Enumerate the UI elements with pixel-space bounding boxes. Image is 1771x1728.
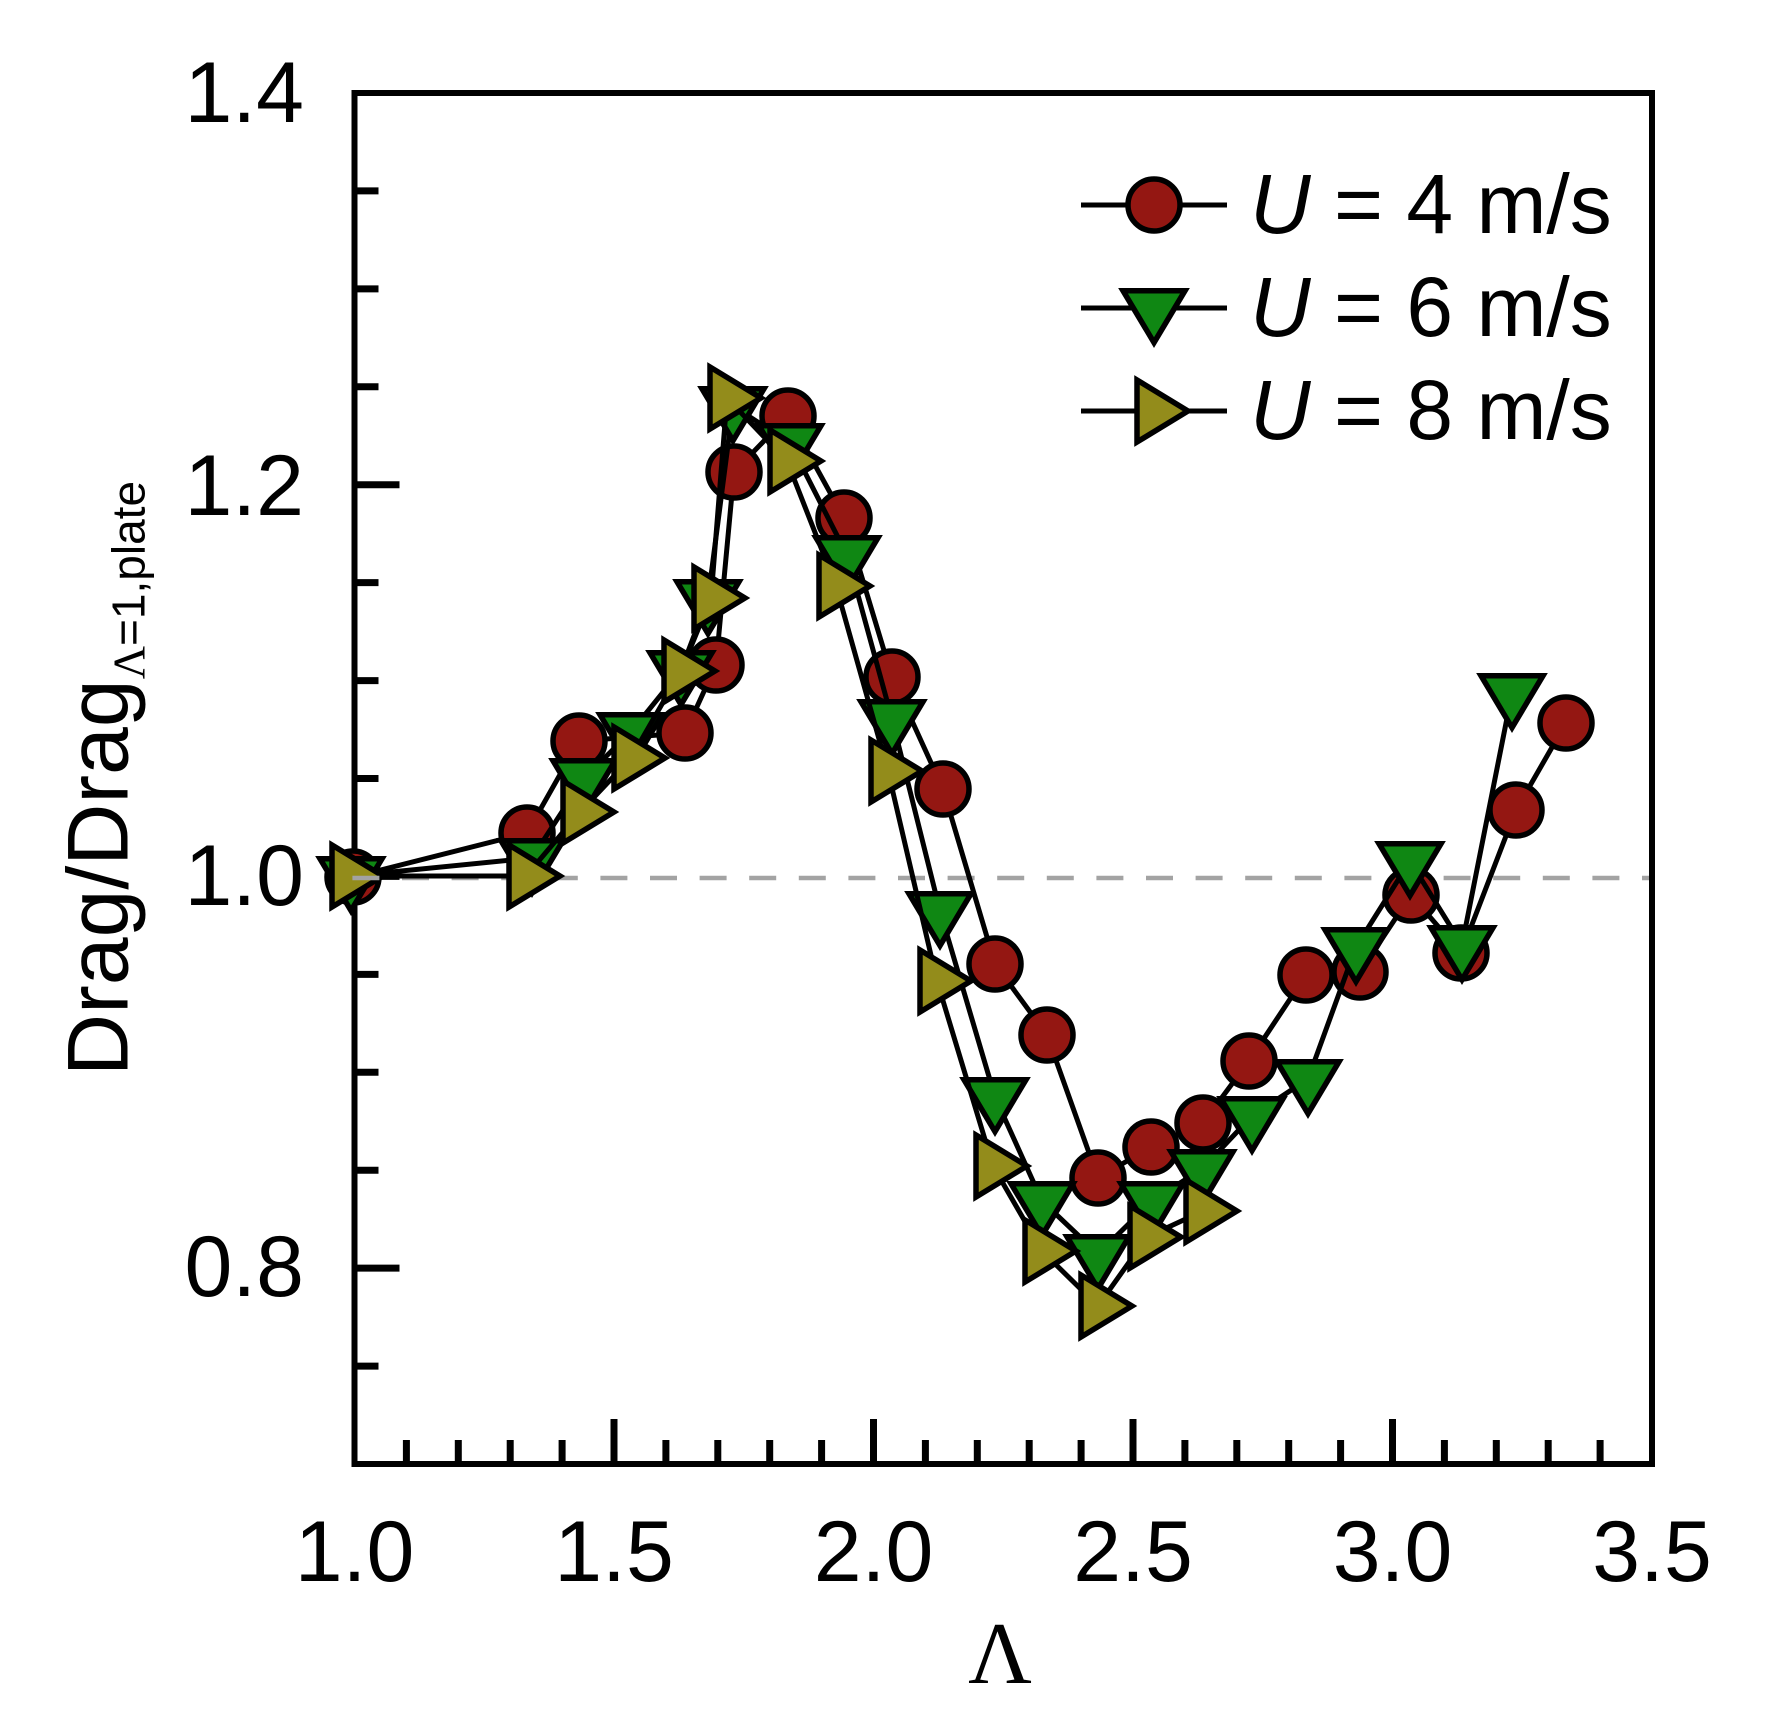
svg-text:1.5: 1.5 xyxy=(554,1504,674,1600)
svg-text:2.0: 2.0 xyxy=(814,1504,934,1600)
svg-text:Λ: Λ xyxy=(968,1606,1032,1703)
svg-text:1.4: 1.4 xyxy=(184,45,304,141)
svg-text:1.0: 1.0 xyxy=(295,1504,415,1600)
svg-text:U = 4 m/s: U = 4 m/s xyxy=(1250,157,1612,251)
svg-text:U = 6 m/s: U = 6 m/s xyxy=(1250,260,1612,354)
svg-text:1.2: 1.2 xyxy=(184,438,304,534)
svg-text:2.5: 2.5 xyxy=(1073,1504,1193,1600)
svg-text:0.8: 0.8 xyxy=(184,1219,304,1315)
svg-text:3.5: 3.5 xyxy=(1592,1504,1712,1600)
svg-text:U = 8 m/s: U = 8 m/s xyxy=(1250,363,1612,457)
svg-text:1.0: 1.0 xyxy=(184,828,304,924)
svg-text:3.0: 3.0 xyxy=(1333,1504,1453,1600)
